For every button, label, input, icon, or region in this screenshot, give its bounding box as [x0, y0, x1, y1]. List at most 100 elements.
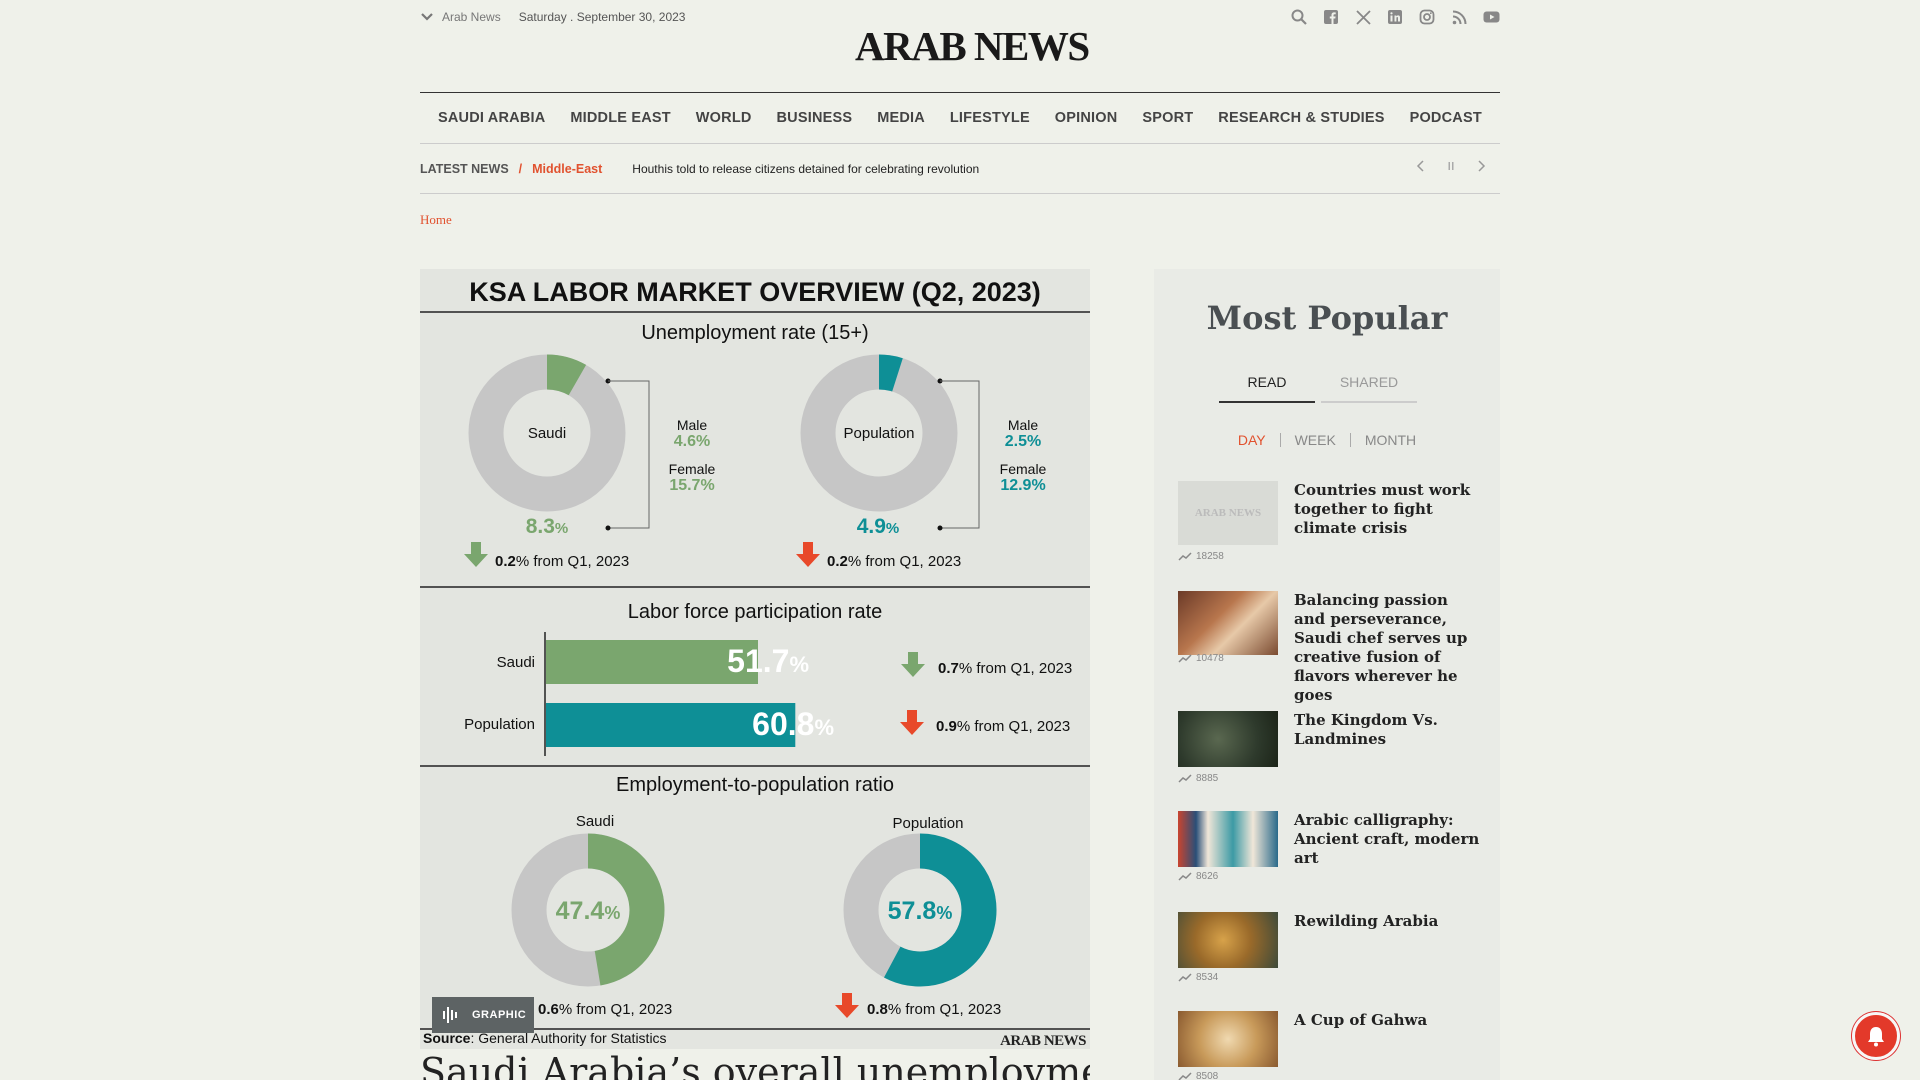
- popular-item-title[interactable]: Arabic calligraphy: Ancient craft, moder…: [1294, 811, 1480, 867]
- saudi-employment-change: 0.6: [538, 1001, 559, 1018]
- latest-news-label: LATEST NEWS: [420, 161, 509, 176]
- period-week[interactable]: WEEK: [1279, 433, 1350, 447]
- trending-icon: [1178, 654, 1192, 663]
- svg-text:8.3%: 8.3%: [526, 515, 569, 538]
- article-thumbnail[interactable]: [1178, 811, 1278, 867]
- popular-item-count: 10478: [1196, 653, 1224, 664]
- instagram-icon[interactable]: [1418, 8, 1436, 26]
- pause-icon[interactable]: [1446, 160, 1456, 172]
- article-thumbnail[interactable]: [1178, 711, 1278, 767]
- popular-item-title[interactable]: Balancing passion and perseverance, Saud…: [1294, 591, 1468, 704]
- popular-item-title[interactable]: Countries must work together to fight cl…: [1294, 481, 1471, 537]
- article-thumbnail[interactable]: ARAB NEWS: [1178, 481, 1278, 545]
- breadcrumb[interactable]: Home: [420, 212, 452, 227]
- main-nav: SAUDI ARABIA MIDDLE EAST WORLD BUSINESS …: [420, 92, 1500, 144]
- trending-icon: [1178, 1072, 1192, 1080]
- article-thumbnail[interactable]: [1178, 912, 1278, 968]
- nav-middle-east[interactable]: MIDDLE EAST: [570, 110, 671, 126]
- nav-research-studies[interactable]: RESEARCH & STUDIES: [1218, 110, 1385, 126]
- tab-read[interactable]: READ: [1219, 369, 1315, 403]
- popular-item-count: 8508: [1196, 1071, 1219, 1080]
- participation-saudi-change: 0.7: [938, 660, 959, 677]
- saudi-employment-arc: [587, 833, 665, 986]
- infographic-title: KSA LABOR MARKET OVERVIEW (Q2, 2023): [469, 277, 1041, 307]
- ticker-category[interactable]: Middle-East: [532, 161, 603, 176]
- graphic-badge: GRAPHIC: [432, 997, 534, 1033]
- linkedin-icon[interactable]: [1386, 8, 1404, 26]
- top-bar: Arab News Saturday . September 30, 2023: [420, 8, 1500, 32]
- unemployment-title: Unemployment rate (15+): [641, 322, 868, 344]
- participation-population-value: 60.8: [752, 706, 814, 742]
- population-unemployment-unit: %: [886, 520, 899, 537]
- svg-text:0.9% from Q1, 2023: 0.9% from Q1, 2023: [936, 718, 1070, 735]
- popular-item-title[interactable]: A Cup of Gahwa: [1294, 1011, 1428, 1029]
- infographic: KSA LABOR MARKET OVERVIEW (Q2, 2023) Une…: [420, 269, 1090, 1049]
- site-logo[interactable]: ARAB NEWS: [855, 23, 1090, 69]
- trending-icon: [1178, 872, 1192, 881]
- saudi-unemployment-value: 8.3: [526, 515, 555, 538]
- nav-lifestyle[interactable]: LIFESTYLE: [949, 110, 1030, 126]
- participation-population-change: 0.9: [936, 718, 957, 735]
- population-employment-change: 0.8: [867, 1001, 888, 1018]
- bell-icon: [1868, 1027, 1884, 1047]
- population-employment-donut: [843, 833, 997, 987]
- nav-podcast[interactable]: PODCAST: [1409, 110, 1482, 126]
- tab-shared[interactable]: SHARED: [1321, 369, 1417, 403]
- saudi-donut-label: Saudi: [528, 425, 566, 442]
- chevron-left-icon[interactable]: [1416, 160, 1426, 172]
- saudi-female-label: Female: [669, 461, 716, 477]
- svg-text:0.7% from Q1, 2023: 0.7% from Q1, 2023: [938, 660, 1072, 677]
- participation-saudi-unit: %: [789, 652, 809, 677]
- arrow-down-icon: [796, 542, 820, 567]
- period-day[interactable]: DAY: [1237, 432, 1266, 448]
- participation-saudi-change-suffix: % from Q1, 2023: [959, 660, 1072, 677]
- rss-icon[interactable]: [1450, 8, 1468, 26]
- svg-text:Source: General Authority for: Source: General Authority for Statistics: [423, 1030, 667, 1046]
- nav-media[interactable]: MEDIA: [877, 110, 925, 126]
- notification-bell-button[interactable]: [1852, 1012, 1900, 1060]
- chevron-down-icon[interactable]: [420, 10, 434, 24]
- svg-text:51.7%: 51.7%: [727, 643, 809, 679]
- arrow-down-icon: [901, 652, 925, 677]
- population-female-value: 12.9%: [1000, 477, 1045, 494]
- article-thumbnail[interactable]: [1178, 1011, 1278, 1067]
- period-month[interactable]: MONTH: [1349, 433, 1430, 447]
- trending-icon: [1178, 552, 1192, 561]
- site-link[interactable]: Arab News: [442, 10, 501, 24]
- article-thumbnail[interactable]: [1178, 591, 1278, 655]
- nav-opinion[interactable]: OPINION: [1054, 110, 1118, 126]
- svg-text:60.8%: 60.8%: [752, 706, 834, 742]
- saudi-unemployment-change: 0.2: [495, 553, 516, 570]
- population-male-label: Male: [1008, 417, 1039, 433]
- youtube-icon[interactable]: [1482, 8, 1500, 26]
- participation-saudi-bar: [546, 640, 758, 684]
- svg-text:0.2% from Q1, 2023: 0.2% from Q1, 2023: [495, 553, 629, 570]
- saudi-employment-value: 47.4: [556, 897, 605, 925]
- svg-text:0.8% from Q1, 2023: 0.8% from Q1, 2023: [867, 1001, 1001, 1018]
- popular-item-count: 8534: [1196, 972, 1219, 983]
- nav-saudi-arabia[interactable]: SAUDI ARABIA: [438, 110, 546, 126]
- nav-business[interactable]: BUSINESS: [776, 110, 853, 126]
- search-icon[interactable]: [1290, 8, 1308, 26]
- popular-item-title[interactable]: The Kingdom Vs. Landmines: [1294, 711, 1438, 748]
- popular-item-count: 8885: [1196, 773, 1219, 784]
- population-unemployment-arc: [878, 354, 903, 392]
- latest-news-ticker: LATEST NEWS / Middle-East Houthis told t…: [420, 144, 1500, 194]
- most-popular-sidebar: Most Popular READ SHARED DAY WEEK MONTH …: [1154, 269, 1500, 1080]
- participation-population-unit: %: [814, 715, 834, 740]
- facebook-icon[interactable]: [1322, 8, 1340, 26]
- population-employment-value: 57.8: [888, 897, 937, 925]
- employment-saudi-label: Saudi: [576, 813, 614, 830]
- popular-item-title[interactable]: Rewilding Arabia: [1294, 912, 1439, 930]
- ticker-headline[interactable]: Houthis told to release citizens detaine…: [632, 161, 980, 176]
- population-unemployment-donut: Population: [800, 354, 958, 512]
- article-title: Saudi Arabia’s overall unemployment: [420, 1050, 1090, 1080]
- saudi-unemployment-unit: %: [555, 520, 568, 537]
- popular-item-count: 8626: [1196, 871, 1219, 882]
- nav-sport[interactable]: SPORT: [1142, 110, 1194, 126]
- nav-world[interactable]: WORLD: [695, 110, 752, 126]
- saudi-unemployment-change-suffix: % from Q1, 2023: [516, 553, 629, 570]
- x-icon[interactable]: [1354, 8, 1372, 26]
- participation-population-change-suffix: % from Q1, 2023: [957, 718, 1070, 735]
- chevron-right-icon[interactable]: [1476, 160, 1486, 172]
